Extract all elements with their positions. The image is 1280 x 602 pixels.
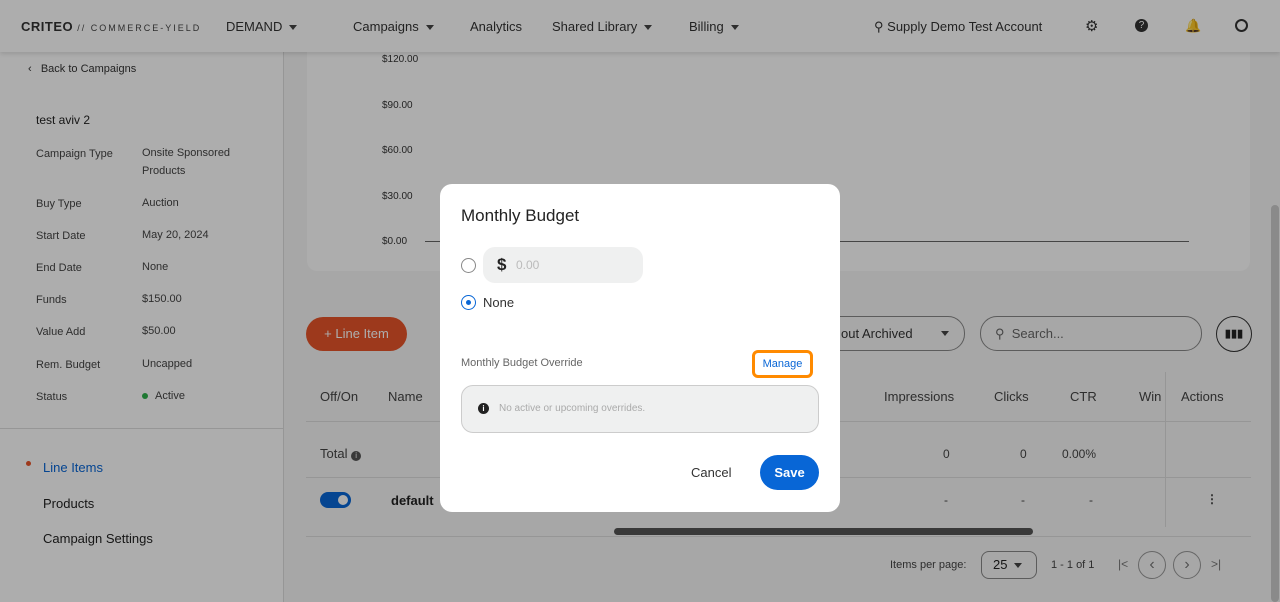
detail-value: None — [142, 261, 169, 273]
y-tick-label: $60.00 — [382, 145, 413, 156]
user-icon[interactable] — [1235, 19, 1248, 32]
first-page-icon[interactable]: |< — [1118, 557, 1129, 571]
campaign-name: test aviv 2 — [36, 113, 91, 127]
save-button[interactable]: Save — [760, 455, 819, 490]
items-per-page-select[interactable]: 25 — [981, 551, 1037, 579]
detail-label: Campaign Type — [36, 148, 113, 160]
detail-label: Rem. Budget — [36, 359, 101, 371]
detail-value: May 20, 2024 — [142, 229, 209, 241]
col-win[interactable]: Win — [1139, 389, 1162, 404]
detail-label: Funds — [36, 294, 67, 306]
col-ctr[interactable]: CTR — [1070, 389, 1097, 404]
col-clicks[interactable]: Clicks — [994, 389, 1029, 404]
override-info-box: i No active or upcoming overrides. — [461, 385, 819, 433]
detail-value: Onsite Sponsored Products — [142, 147, 231, 177]
prev-page-button[interactable]: ‹ — [1138, 551, 1166, 579]
account-switcher[interactable]: ⚲ Supply Demo Test Account — [874, 19, 1043, 34]
total-ctr: 0.00% — [1062, 447, 1097, 461]
divider — [1165, 372, 1166, 527]
help-icon[interactable]: ? — [1135, 19, 1148, 32]
status-active-icon — [142, 393, 148, 400]
sidebar-item-campaign-settings[interactable]: Campaign Settings — [43, 531, 153, 546]
row-ctr: - — [1089, 493, 1093, 507]
page-scrollbar[interactable] — [1271, 205, 1279, 602]
caret-down-icon — [425, 25, 434, 31]
next-page-button[interactable]: › — [1173, 551, 1201, 579]
columns-icon: ▮▮▮ — [1224, 328, 1244, 340]
nav-campaigns[interactable]: Campaigns — [353, 19, 434, 34]
divider — [306, 536, 1251, 537]
divider — [0, 428, 284, 429]
override-label: Monthly Budget Override — [461, 357, 583, 369]
col-name[interactable]: Name — [388, 389, 423, 404]
search-input[interactable]: ⚲ Search... — [980, 316, 1202, 351]
demand-menu[interactable]: DEMAND — [226, 19, 298, 34]
add-line-item-button[interactable]: + Line Item — [306, 317, 407, 351]
detail-label: Start Date — [36, 230, 86, 242]
detail-value: Auction — [142, 197, 179, 209]
detail-value: Active — [142, 387, 252, 405]
top-nav: CRITEO // COMMERCE-YIELD DEMAND Campaign… — [0, 0, 1280, 52]
items-per-page-label: Items per page: — [890, 559, 967, 571]
page-range: 1 - 1 of 1 — [1051, 559, 1095, 571]
info-icon: i — [478, 403, 489, 414]
sidebar-item-products[interactable]: Products — [43, 496, 95, 511]
row-clicks: - — [1021, 493, 1025, 507]
detail-label: Value Add — [36, 326, 86, 338]
line-item-name-link[interactable]: default — [391, 493, 434, 508]
y-tick-label: $90.00 — [382, 99, 413, 111]
detail-value: $150.00 — [142, 293, 182, 305]
search-icon: ⚲ — [874, 19, 884, 34]
horizontal-scrollbar[interactable] — [614, 528, 1033, 535]
last-page-icon[interactable]: >| — [1211, 557, 1222, 571]
total-impressions: 0 — [943, 447, 950, 461]
dialog-title: Monthly Budget — [461, 206, 580, 225]
row-impressions: - — [944, 493, 948, 507]
search-icon: ⚲ — [995, 326, 1005, 341]
detail-label: Buy Type — [36, 198, 82, 210]
dollar-icon: $ — [497, 255, 507, 274]
total-row-label: Total i — [320, 446, 362, 461]
detail-value: Uncapped — [142, 358, 193, 370]
more-actions-icon[interactable]: ⋮ — [1206, 492, 1218, 506]
none-radio[interactable] — [461, 295, 476, 310]
info-icon: i — [351, 451, 362, 461]
detail-label: End Date — [36, 262, 82, 274]
gear-icon[interactable]: ⚙ — [1085, 18, 1099, 35]
bell-icon[interactable]: 🔔 — [1185, 18, 1202, 33]
y-tick-label: $120.00 — [382, 54, 419, 65]
caret-down-icon — [730, 25, 739, 31]
y-tick-label: $0.00 — [382, 236, 408, 247]
detail-label: Status — [36, 391, 68, 403]
cancel-button[interactable]: Cancel — [691, 465, 732, 480]
logo[interactable]: CRITEO // COMMERCE-YIELD — [21, 19, 202, 34]
detail-value: $50.00 — [142, 325, 176, 337]
col-impressions[interactable]: Impressions — [884, 389, 955, 404]
col-actions: Actions — [1181, 389, 1224, 404]
budget-amount-input[interactable]: $ 0.00 — [483, 247, 643, 283]
active-dot — [26, 461, 31, 466]
total-clicks: 0 — [1020, 447, 1027, 461]
caret-down-icon — [941, 331, 949, 336]
nav-billing[interactable]: Billing — [689, 19, 739, 34]
none-label: None — [483, 295, 515, 310]
monthly-budget-dialog: Monthly Budget $ 0.00 None Monthly Budge… — [440, 184, 840, 512]
caret-down-icon — [289, 25, 298, 31]
chevron-left-icon: ‹ — [28, 63, 32, 75]
col-off-on[interactable]: Off/On — [320, 389, 359, 404]
line-item-toggle[interactable] — [320, 492, 351, 508]
manage-overrides-link[interactable]: Manage — [752, 350, 813, 378]
columns-button[interactable]: ▮▮▮ — [1216, 316, 1252, 352]
y-tick-label: $30.00 — [382, 190, 413, 202]
caret-down-icon — [1014, 563, 1023, 569]
campaign-sidebar: ‹ Back to Campaigns test aviv 2 Campaign… — [0, 52, 284, 602]
nav-analytics[interactable]: Analytics — [470, 19, 523, 34]
nav-shared-library[interactable]: Shared Library — [552, 19, 653, 34]
sidebar-item-line-items[interactable]: Line Items — [43, 460, 103, 475]
amount-radio[interactable] — [461, 258, 476, 273]
caret-down-icon — [644, 25, 653, 31]
back-to-campaigns-link[interactable]: ‹ Back to Campaigns — [28, 63, 137, 75]
